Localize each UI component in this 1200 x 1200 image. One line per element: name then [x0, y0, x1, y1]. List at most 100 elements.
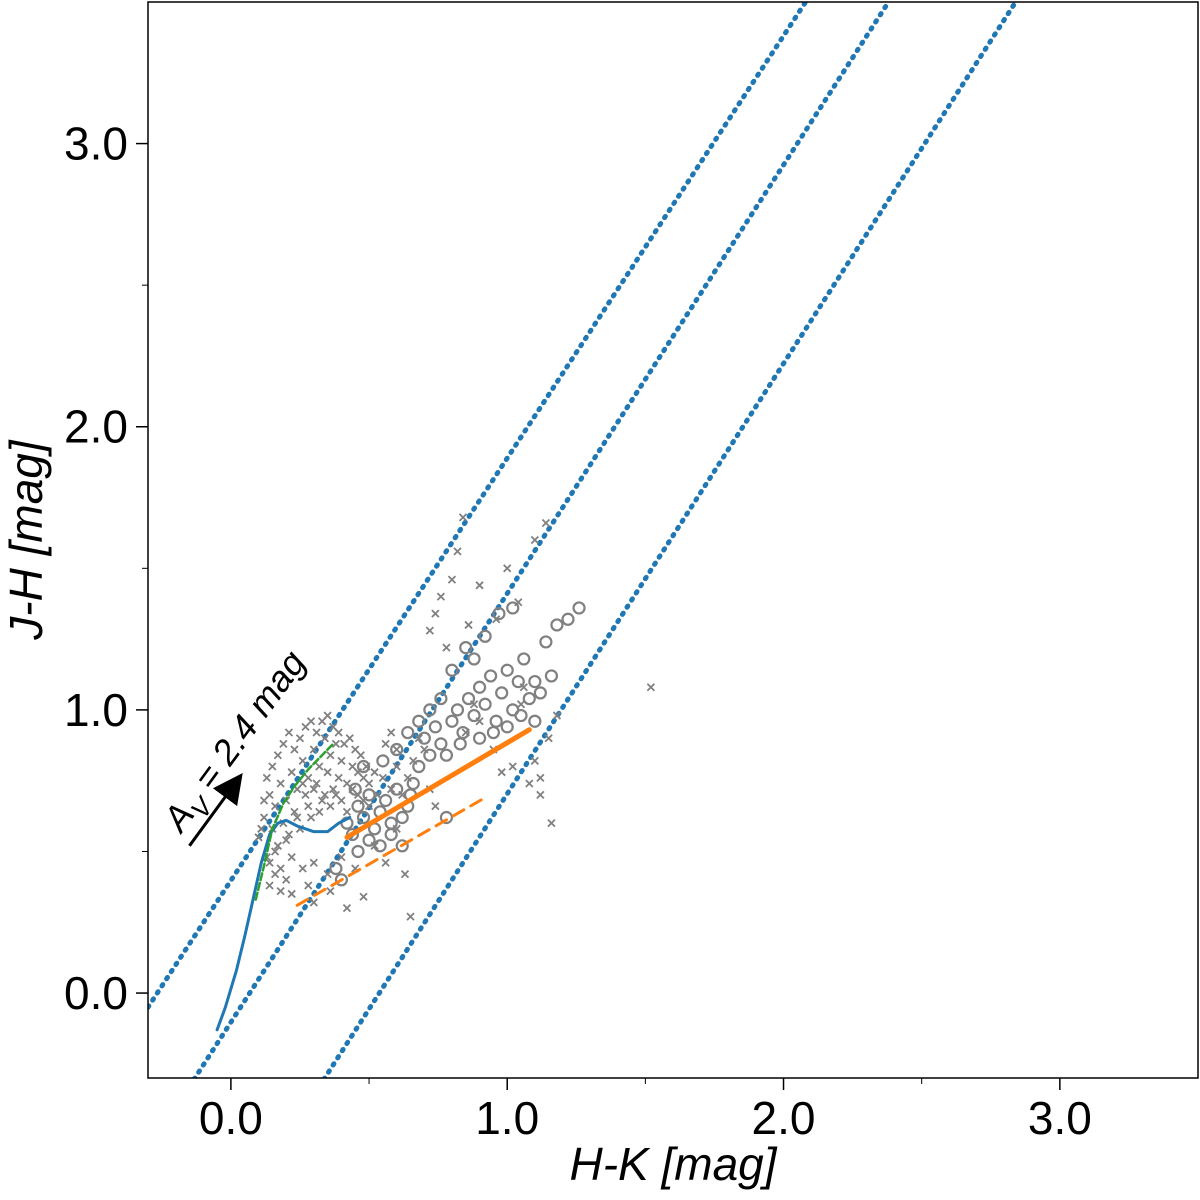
cross-point: [536, 790, 545, 799]
cross-point: [320, 734, 329, 743]
cross-point: [497, 768, 506, 777]
cross-point-mark: [364, 779, 374, 788]
cross-point: [392, 762, 401, 771]
plot-frame: [147, 1, 1199, 1079]
circle-point: [528, 714, 542, 728]
cross-point-mark: [304, 881, 313, 890]
x-tick-label: 1.0: [475, 1092, 539, 1144]
plot-area: [148, 2, 1019, 1078]
cross-point: [406, 912, 415, 921]
cross-point-mark: [370, 768, 379, 777]
circle-point: [459, 640, 473, 655]
cross-point: [552, 711, 562, 720]
cross-point-mark: [298, 779, 307, 788]
cross-point-mark: [284, 728, 294, 737]
circle-point: [514, 708, 528, 723]
cross-point-mark: [262, 773, 271, 782]
cross-point-mark: [309, 745, 318, 754]
circle-point: [434, 737, 448, 751]
cross-point: [282, 875, 291, 884]
circle-point: [348, 782, 362, 796]
cross-point-mark: [276, 779, 285, 788]
cross-point: [337, 853, 346, 862]
cross-point-mark: [270, 869, 280, 879]
cross-point: [315, 762, 324, 771]
cross-point: [323, 869, 332, 879]
cross-point-mark: [392, 762, 401, 771]
cross-point: [370, 768, 379, 777]
cross-point-mark: [315, 807, 324, 816]
circle-point: [539, 635, 553, 649]
cross-point: [475, 581, 484, 590]
cross-point-mark: [309, 785, 318, 794]
cross-point-mark: [257, 824, 266, 833]
circle-point: [517, 652, 531, 666]
cross-point-mark: [295, 734, 305, 743]
cross-point: [309, 898, 318, 907]
cross-point: [287, 768, 296, 777]
cross-point-mark: [287, 768, 296, 777]
cross-point-mark: [279, 739, 288, 749]
cross-point: [259, 796, 269, 805]
circle-point: [528, 674, 542, 689]
cross-point: [287, 889, 296, 899]
circle-point: [423, 703, 437, 717]
cross-point: [270, 869, 280, 879]
cross-point: [425, 626, 434, 635]
cross-point: [306, 813, 316, 822]
cross-point-mark: [306, 717, 316, 726]
cross-point: [378, 773, 388, 782]
cross-point-mark: [265, 858, 274, 867]
cross-point: [282, 836, 291, 845]
circle-point: [506, 601, 520, 615]
cross-point: [304, 802, 313, 811]
cross-point-mark: [516, 700, 526, 709]
cross-point: [646, 683, 656, 692]
cross-point: [342, 903, 352, 913]
circle-point: [478, 697, 492, 711]
giant-branch-line: [254, 742, 335, 901]
circle-point: [522, 691, 536, 706]
cross-point: [254, 833, 263, 842]
cross-point-mark: [298, 864, 307, 873]
cross-point: [317, 796, 327, 805]
x-axis-title: H-K [mag]: [569, 1138, 777, 1190]
cross-point-mark: [270, 847, 280, 856]
cross-point: [400, 869, 410, 879]
ctts-locus-line: [344, 727, 532, 840]
cross-point-mark: [359, 892, 368, 901]
cross-point-mark: [552, 711, 562, 720]
circle-point: [500, 720, 514, 734]
cross-point: [337, 756, 346, 765]
cross-point: [326, 802, 335, 811]
cross-point: [309, 785, 318, 794]
cross-point: [301, 790, 310, 799]
circle-point: [423, 748, 437, 762]
cross-point-mark: [290, 745, 299, 754]
cross-point-mark: [284, 830, 294, 839]
cross-point: [265, 881, 274, 890]
circle-point: [362, 833, 376, 847]
cross-point: [284, 728, 294, 737]
cross-point-mark: [290, 807, 299, 816]
circle-point: [329, 861, 343, 876]
cross-point-mark: [453, 547, 462, 556]
cross-point-mark: [298, 756, 307, 765]
cross-point: [442, 643, 451, 652]
cross-point: [516, 700, 526, 709]
x-tick-label: 0.0: [199, 1092, 263, 1144]
cross-point: [530, 756, 539, 765]
cross-point-mark: [306, 813, 316, 822]
circle-point: [439, 810, 454, 825]
cross-point-mark: [544, 734, 553, 743]
cross-point: [337, 796, 346, 805]
cross-point: [392, 745, 401, 754]
cross-point: [436, 592, 446, 601]
cross-point-mark: [464, 620, 473, 630]
plot-background: [148, 2, 1198, 1078]
cross-point: [293, 813, 302, 822]
cross-point: [273, 841, 283, 850]
cross-point: [257, 824, 266, 833]
cross-point: [326, 751, 335, 760]
